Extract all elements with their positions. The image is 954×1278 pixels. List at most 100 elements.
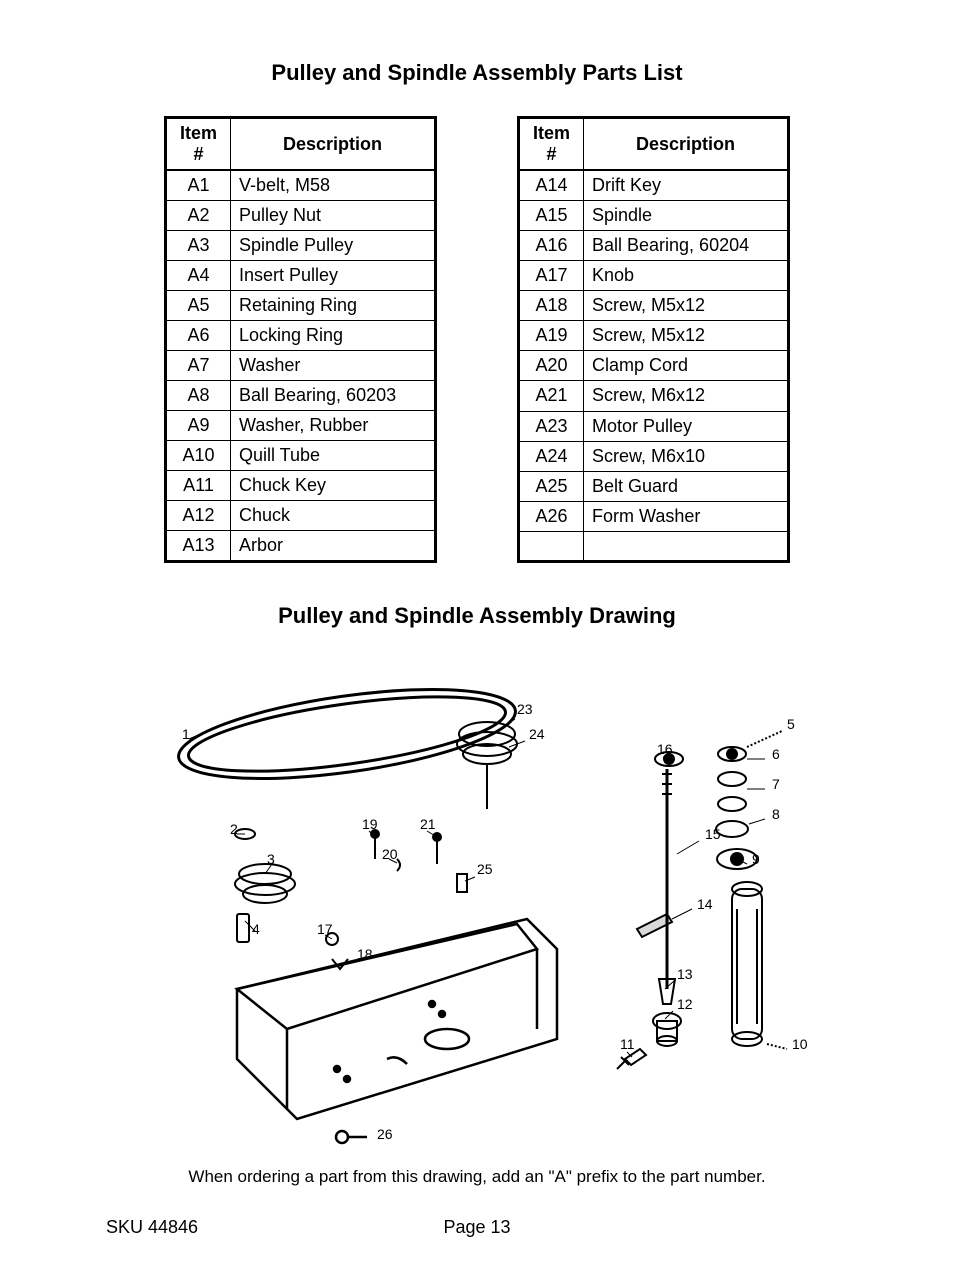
- desc-cell: Chuck Key: [231, 471, 436, 501]
- desc-cell: Screw, M5x12: [584, 321, 789, 351]
- table-row: [519, 531, 789, 561]
- table-row: A9Washer, Rubber: [166, 411, 436, 441]
- table-row: A21Screw, M6x12: [519, 381, 789, 411]
- desc-cell: Washer, Rubber: [231, 411, 436, 441]
- table-row: A23Motor Pulley: [519, 411, 789, 441]
- drawing-label: 23: [517, 701, 533, 717]
- item-cell: A13: [166, 531, 231, 562]
- drawing-label: 9: [752, 851, 760, 867]
- item-cell: A18: [519, 291, 584, 321]
- item-cell: A9: [166, 411, 231, 441]
- item-cell: A20: [519, 351, 584, 381]
- table-row: A7Washer: [166, 351, 436, 381]
- drawing-label: 15: [705, 826, 721, 842]
- drawing-label: 17: [317, 921, 333, 937]
- table-row: A18Screw, M5x12: [519, 291, 789, 321]
- col-desc-header: Description: [231, 118, 436, 171]
- desc-cell: Insert Pulley: [231, 261, 436, 291]
- item-cell: A6: [166, 321, 231, 351]
- drawing-label: 16: [657, 741, 673, 757]
- drawing-label: 13: [677, 966, 693, 982]
- drawing-label: 10: [792, 1036, 808, 1052]
- tables-row: Item # Description A1V-belt, M58A2Pulley…: [100, 116, 854, 563]
- item-cell: A10: [166, 441, 231, 471]
- drawing-label: 6: [772, 746, 780, 762]
- drawing-label: 20: [382, 846, 398, 862]
- item-cell: A24: [519, 441, 584, 471]
- desc-cell: Screw, M6x10: [584, 441, 789, 471]
- table-row: A19Screw, M5x12: [519, 321, 789, 351]
- col-desc-header: Description: [584, 118, 789, 171]
- desc-cell: Arbor: [231, 531, 436, 562]
- desc-cell: Washer: [231, 351, 436, 381]
- table-row: A3Spindle Pulley: [166, 231, 436, 261]
- table-row: A12Chuck: [166, 501, 436, 531]
- table-row: A14Drift Key: [519, 170, 789, 201]
- table-row: A13Arbor: [166, 531, 436, 562]
- drawing-label: 21: [420, 816, 436, 832]
- drawing-label: 25: [477, 861, 493, 877]
- parts-table-left: Item # Description A1V-belt, M58A2Pulley…: [164, 116, 437, 563]
- desc-cell: Screw, M6x12: [584, 381, 789, 411]
- desc-cell: Chuck: [231, 501, 436, 531]
- table-row: A26Form Washer: [519, 501, 789, 531]
- drawing-title: Pulley and Spindle Assembly Drawing: [100, 603, 854, 629]
- desc-cell: Retaining Ring: [231, 291, 436, 321]
- desc-cell: Knob: [584, 261, 789, 291]
- desc-cell: Ball Bearing, 60203: [231, 381, 436, 411]
- desc-cell: V-belt, M58: [231, 170, 436, 201]
- drawing-label: 7: [772, 776, 780, 792]
- assembly-drawing: 1234567891011121314151617181920212324252…: [137, 659, 817, 1159]
- table-row: A15Spindle: [519, 201, 789, 231]
- table-row: A17Knob: [519, 261, 789, 291]
- item-cell: A16: [519, 231, 584, 261]
- parts-list-title: Pulley and Spindle Assembly Parts List: [100, 60, 854, 86]
- table-row: A5Retaining Ring: [166, 291, 436, 321]
- drawing-label: 4: [252, 921, 260, 937]
- table-row: A4Insert Pulley: [166, 261, 436, 291]
- col-item-header: Item #: [519, 118, 584, 171]
- item-cell: A26: [519, 501, 584, 531]
- drawing-label: 14: [697, 896, 713, 912]
- drawing-label: 3: [267, 851, 275, 867]
- desc-cell: Belt Guard: [584, 471, 789, 501]
- item-cell: A8: [166, 381, 231, 411]
- item-cell: A21: [519, 381, 584, 411]
- table-row: A16Ball Bearing, 60204: [519, 231, 789, 261]
- item-cell: [519, 531, 584, 561]
- item-cell: A7: [166, 351, 231, 381]
- drawing-label: 5: [787, 716, 795, 732]
- table-row: A1V-belt, M58: [166, 170, 436, 201]
- item-cell: A4: [166, 261, 231, 291]
- table-row: A20Clamp Cord: [519, 351, 789, 381]
- item-cell: A15: [519, 201, 584, 231]
- page: Pulley and Spindle Assembly Parts List I…: [0, 0, 954, 1278]
- parts-table-right: Item # Description A14Drift KeyA15Spindl…: [517, 116, 790, 563]
- drawing-label: 24: [529, 726, 545, 742]
- drawing-label: 19: [362, 816, 378, 832]
- item-cell: A19: [519, 321, 584, 351]
- item-cell: A17: [519, 261, 584, 291]
- drawing-label: 11: [620, 1036, 635, 1052]
- item-cell: A25: [519, 471, 584, 501]
- item-cell: A11: [166, 471, 231, 501]
- item-cell: A5: [166, 291, 231, 321]
- desc-cell: Clamp Cord: [584, 351, 789, 381]
- desc-cell: Form Washer: [584, 501, 789, 531]
- desc-cell: Drift Key: [584, 170, 789, 201]
- table-row: A8Ball Bearing, 60203: [166, 381, 436, 411]
- drawing-label: 1: [182, 726, 190, 742]
- desc-cell: Quill Tube: [231, 441, 436, 471]
- drawing-label: 12: [677, 996, 693, 1012]
- drawing-label: 26: [377, 1126, 393, 1142]
- table-row: A10Quill Tube: [166, 441, 436, 471]
- desc-cell: Ball Bearing, 60204: [584, 231, 789, 261]
- item-cell: A3: [166, 231, 231, 261]
- item-cell: A14: [519, 170, 584, 201]
- desc-cell: Spindle Pulley: [231, 231, 436, 261]
- table-row: A6Locking Ring: [166, 321, 436, 351]
- desc-cell: Pulley Nut: [231, 201, 436, 231]
- drawing-label: 18: [357, 946, 373, 962]
- item-cell: A1: [166, 170, 231, 201]
- item-cell: A12: [166, 501, 231, 531]
